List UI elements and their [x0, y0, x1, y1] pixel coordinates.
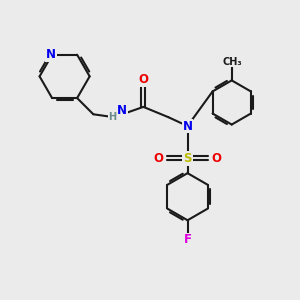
Text: O: O — [212, 152, 221, 165]
Text: S: S — [183, 152, 192, 165]
Text: N: N — [182, 119, 193, 133]
Text: O: O — [138, 73, 148, 86]
Text: F: F — [184, 233, 191, 247]
Text: H: H — [108, 112, 116, 122]
Text: O: O — [154, 152, 164, 165]
Text: N: N — [46, 48, 56, 61]
Text: N: N — [117, 104, 127, 117]
Text: CH₃: CH₃ — [223, 57, 242, 67]
